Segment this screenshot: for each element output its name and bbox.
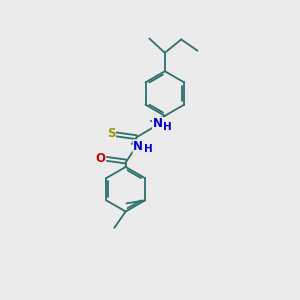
Text: N: N [153, 117, 163, 130]
Text: O: O [96, 152, 106, 164]
Text: S: S [107, 127, 115, 140]
Text: N: N [133, 140, 143, 153]
Text: H: H [163, 122, 172, 131]
Text: H: H [144, 144, 153, 154]
